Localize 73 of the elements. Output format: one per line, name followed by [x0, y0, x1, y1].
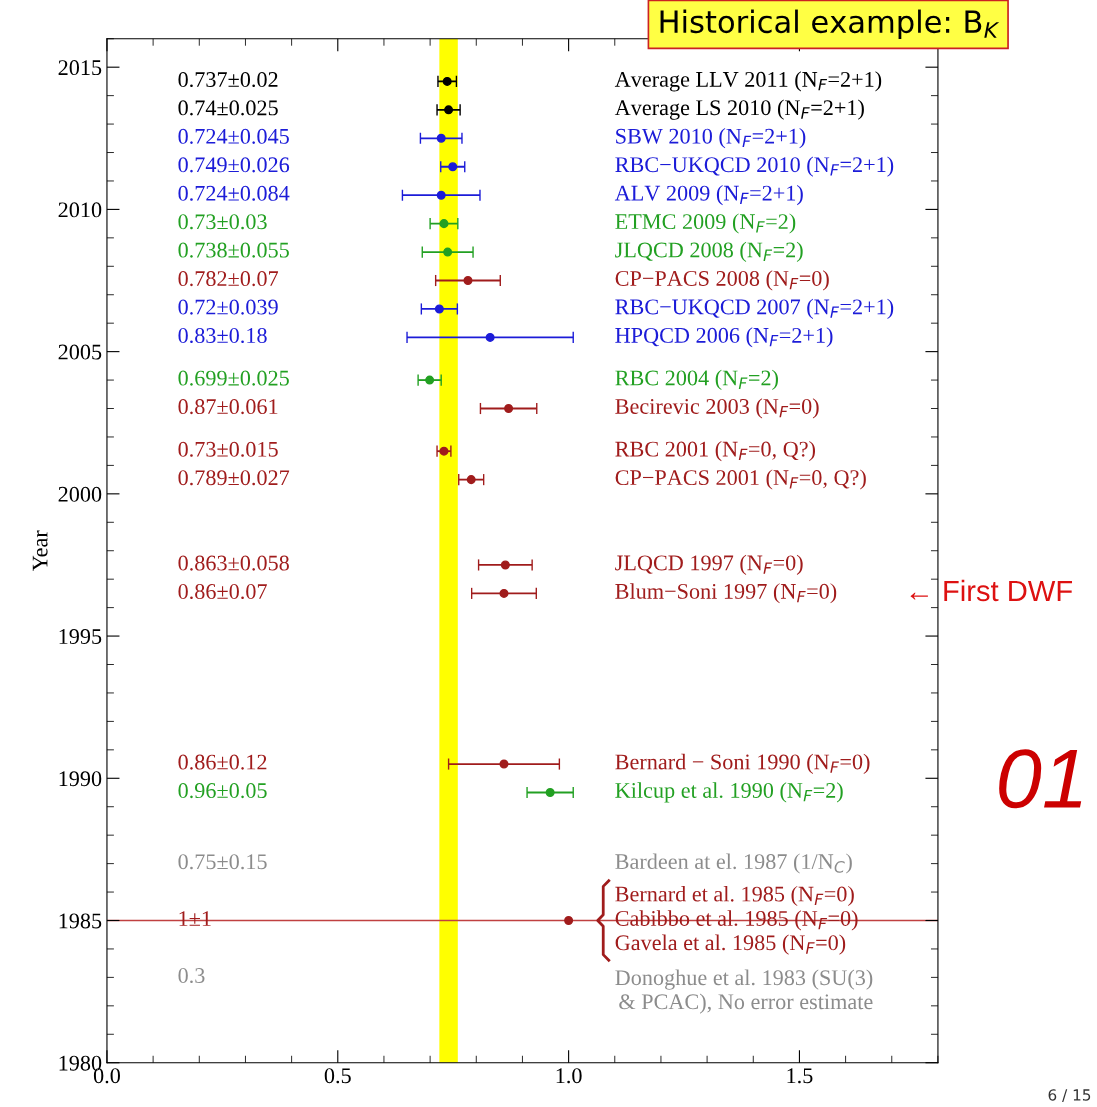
- x-tick-label: 1.0: [556, 1068, 582, 1084]
- annotation: 0.724±0.045: [178, 128, 289, 144]
- annotation: JLQCD 2008 (N$_{F}$=2): [615, 241, 803, 262]
- annotation: Average LS 2010 (N$_{F}$=2+1): [614, 99, 864, 120]
- annotation: JLQCD 1997 (N$_{F}$=0): [615, 554, 803, 575]
- annotation: Donoghue et al. 1983 (SU(3) & PCAC), No error estimate: [615, 969, 873, 1014]
- y-tick-label: 2015: [58, 60, 102, 76]
- point: [443, 247, 453, 257]
- annotation: SBW 2010 (N$_{F}$=2+1): [616, 128, 806, 149]
- point: [436, 133, 446, 143]
- annotation: 0.86±0.12: [178, 754, 267, 770]
- point: [436, 190, 446, 200]
- annotation: 0.72±0.039: [178, 299, 278, 315]
- text: 01: [999, 749, 1082, 809]
- point: [485, 332, 495, 342]
- annotation: Bernard − Soni 1990 (N$_{F}$=0): [615, 753, 870, 774]
- annotation: 0.789±0.027: [178, 470, 290, 486]
- annotation: 0.749±0.026: [178, 157, 290, 173]
- annotation: 0.724±0.084: [178, 185, 290, 201]
- point: [448, 162, 458, 172]
- annotation: Becirevic 2003 (N$_{F}$=0): [615, 398, 819, 419]
- annotation: ALV 2009 (N$_{F}$=2+1): [614, 184, 803, 206]
- x-tick-label: 0.5: [324, 1068, 351, 1084]
- y-tick-label: 1985: [59, 913, 102, 929]
- annotation: RBC 2004 (N$_{F}$=2): [615, 369, 778, 390]
- point: [499, 759, 509, 769]
- annotation: ← First DWF: [910, 579, 1072, 602]
- annotation: 0.75±0.15: [178, 854, 267, 870]
- annotation: RBC 2001 (N$_{F}$=0, Q?): [615, 440, 816, 462]
- point: [504, 403, 514, 414]
- annotation: 0.86±0.07: [178, 584, 267, 600]
- point: [564, 915, 574, 926]
- point: [463, 276, 473, 286]
- annotation: 0.782±0.07: [178, 271, 279, 287]
- annotation: 0.83±0.18: [178, 328, 267, 344]
- y-axis-title: Year: [32, 530, 48, 571]
- y-tick-label: 1995: [59, 629, 102, 644]
- y-tick-label: 2005: [58, 344, 102, 360]
- point: [545, 787, 555, 798]
- annotation: RBC−UKQCD 2010 (N$_{F}$=2+1): [615, 156, 894, 177]
- annotation: 0.73±0.03: [178, 214, 267, 230]
- annotation: Kilcup et al. 1990 (N$_{F}$=2): [615, 782, 843, 803]
- point: [442, 76, 452, 86]
- annotation: 0.863±0.058: [178, 555, 289, 571]
- point: [434, 304, 444, 314]
- point: [444, 105, 454, 115]
- point: [499, 588, 509, 598]
- annotation: 0.87±0.061: [178, 399, 278, 415]
- annotation: 0.738±0.055: [178, 242, 289, 258]
- annotation: Blum−Soni 1997 (N$_{F}$=0): [615, 583, 837, 604]
- annotation: 0.699±0.025: [178, 370, 289, 386]
- x-tick-label: 1.5: [787, 1068, 813, 1084]
- annotation: 0.96±0.05: [178, 783, 267, 799]
- y-tick-label: 1990: [59, 771, 102, 787]
- annotation: Average LLV 2011 (N$_{F}$=2+1): [614, 71, 882, 92]
- annotation: Bardeen at el. 1987 (1/N$_{C}$): [615, 853, 852, 874]
- annotation: 0.73±0.015: [178, 441, 278, 457]
- annotation: HPQCD 2006 (N$_{F}$=2+1): [615, 327, 833, 348]
- annotation: 0.3: [178, 967, 205, 984]
- chart-title: Historical example: B$_{K}$: [660, 9, 1000, 40]
- y-tick-label: 2010: [58, 202, 102, 218]
- annotation: RBC−UKQCD 2007 (N$_{F}$=2+1): [615, 298, 894, 319]
- point: [466, 475, 476, 485]
- point: [439, 219, 449, 229]
- text: 6 / 15: [1048, 1089, 1091, 1102]
- annotation: 0.737±0.02: [178, 72, 278, 88]
- annotation: CP−PACS 2008 (N$_{F}$=0): [615, 270, 829, 291]
- y-tick-label: 2000: [58, 486, 102, 502]
- annotation: CP−PACS 2001 (N$_{F}$=0, Q?): [615, 469, 866, 490]
- point: [500, 560, 510, 570]
- annotation: 0.74±0.025: [178, 100, 278, 116]
- point: [425, 375, 435, 385]
- annotation: ETMC 2009 (N$_{F}$=2): [615, 213, 796, 234]
